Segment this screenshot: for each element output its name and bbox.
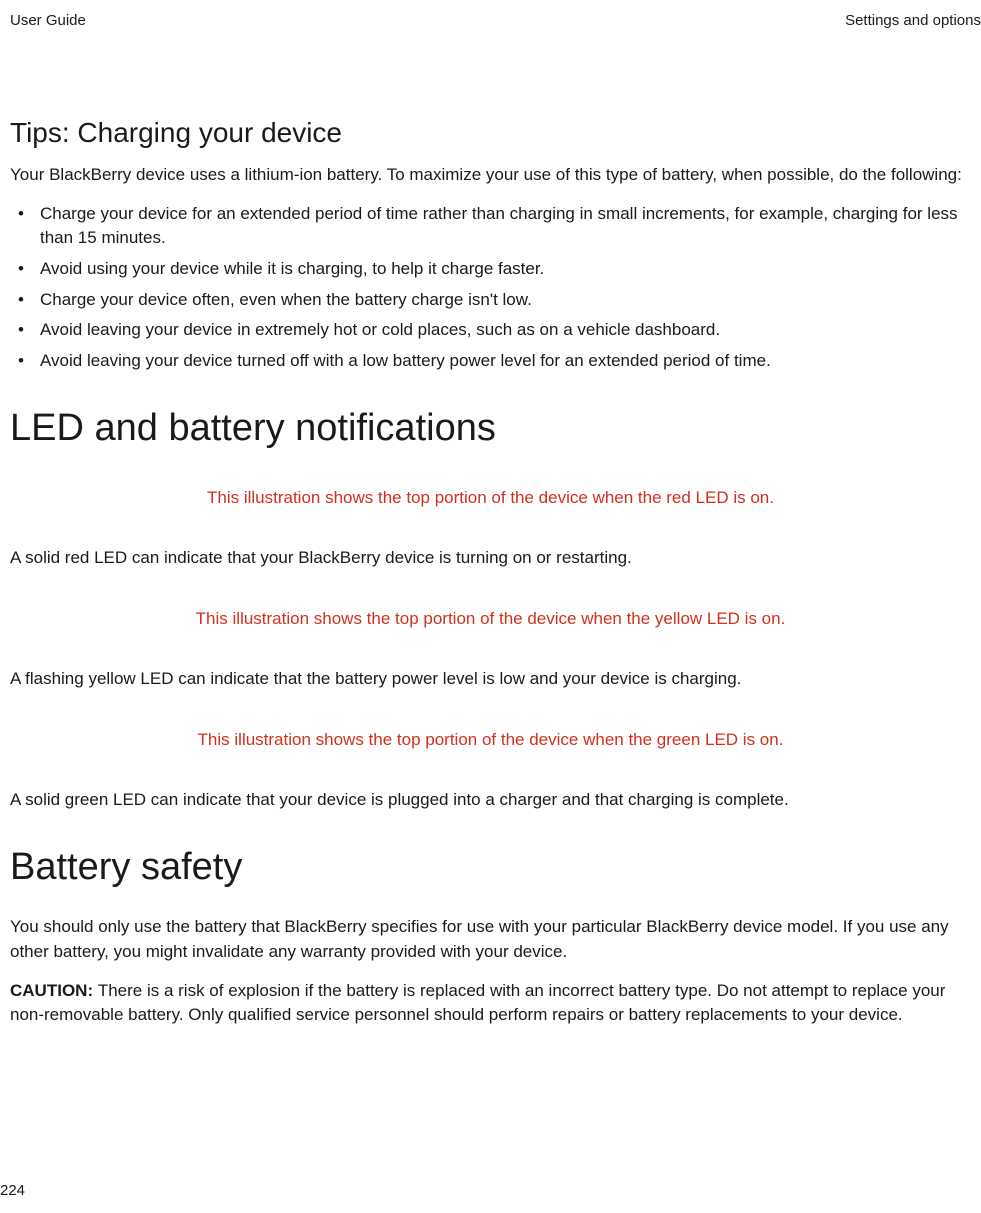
illustration-caption-red: This illustration shows the top portion …	[10, 488, 971, 508]
led-green-text: A solid green LED can indicate that your…	[10, 788, 971, 813]
header-right: Settings and options	[845, 12, 981, 29]
safety-caution: CAUTION: There is a risk of explosion if…	[10, 979, 971, 1028]
illustration-caption-green: This illustration shows the top portion …	[10, 730, 971, 750]
led-red-text: A solid red LED can indicate that your B…	[10, 546, 971, 571]
list-item: Charge your device for an extended perio…	[10, 202, 971, 251]
caution-text: There is a risk of explosion if the batt…	[10, 981, 945, 1025]
page-content: Tips: Charging your device Your BlackBer…	[0, 117, 981, 1028]
safety-para1: You should only use the battery that Bla…	[10, 915, 971, 964]
page-number: 224	[0, 1182, 25, 1199]
list-item: Charge your device often, even when the …	[10, 288, 971, 313]
illustration-caption-yellow: This illustration shows the top portion …	[10, 609, 971, 629]
tips-bullet-list: Charge your device for an extended perio…	[10, 202, 971, 374]
page-header: User Guide Settings and options	[0, 0, 981, 29]
led-yellow-text: A flashing yellow LED can indicate that …	[10, 667, 971, 692]
caution-label: CAUTION:	[10, 981, 98, 1000]
section-tips-title: Tips: Charging your device	[10, 117, 971, 149]
section-led-title: LED and battery notifications	[10, 407, 971, 450]
list-item: Avoid leaving your device turned off wit…	[10, 349, 971, 374]
section-safety-title: Battery safety	[10, 846, 971, 889]
header-left: User Guide	[0, 12, 86, 29]
list-item: Avoid leaving your device in extremely h…	[10, 318, 971, 343]
list-item: Avoid using your device while it is char…	[10, 257, 971, 282]
section-tips-intro: Your BlackBerry device uses a lithium-io…	[10, 163, 971, 188]
